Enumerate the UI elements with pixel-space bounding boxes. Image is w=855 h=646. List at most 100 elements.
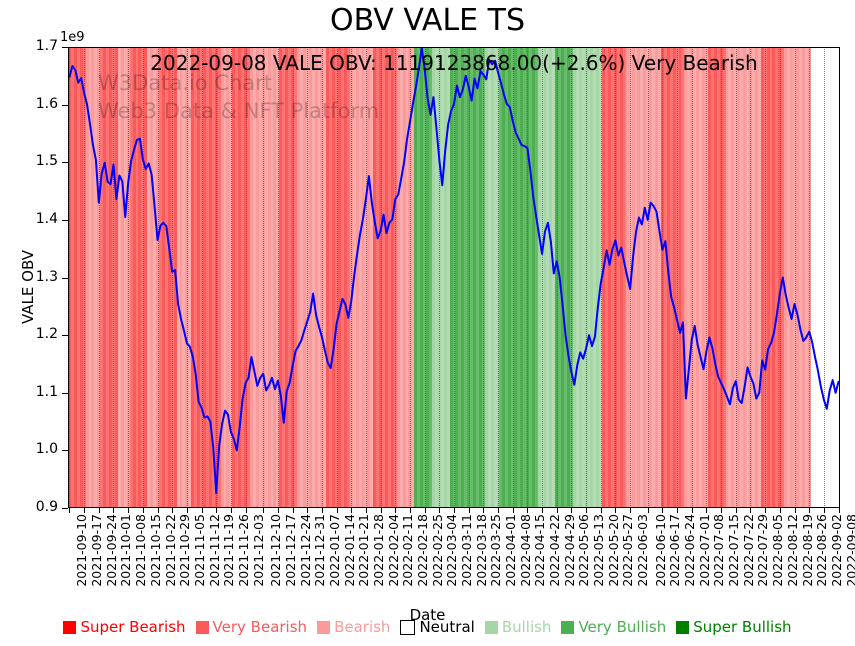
x-axis-tick-mark [615,508,617,513]
grid-line-vertical [172,47,174,508]
legend-item-super-bearish[interactable]: Super Bearish [63,620,186,635]
sentiment-band-day [440,47,444,508]
grid-line-vertical [809,47,811,508]
legend-item-bullish[interactable]: Bullish [484,620,551,635]
sentiment-band-day [141,47,145,508]
sentiment-band-day [311,47,315,508]
sentiment-band-day [757,47,761,508]
x-axis-tick-mark [201,508,203,513]
x-axis-tick-mark [307,508,309,513]
sentiment-band-bullish [572,47,603,508]
grid-line-vertical [454,47,455,508]
sentiment-band-day [810,47,814,508]
x-axis-tick-mark [84,508,86,513]
sentiment-band-day [658,47,661,508]
sentiment-band-day [417,47,421,508]
sentiment-band-day [376,47,380,508]
sentiment-band-day [493,47,497,508]
legend-item-bearish[interactable]: Bearish [317,620,390,635]
grid-line-vertical [157,47,159,508]
x-axis-tick-mark [765,508,767,513]
sentiment-band-day [804,47,808,508]
grid-line-vertical [277,47,279,508]
sentiment-band-day [299,47,303,508]
legend-item-neutral[interactable]: Neutral [400,618,475,636]
sentiment-band-bearish [396,47,415,508]
sentiment-band-bearish [296,47,327,508]
sentiment-band-day [787,47,791,508]
legend-swatch-icon [195,621,209,634]
grid-line-vertical [201,47,203,508]
grid-line-vertical [230,47,232,508]
sentiment-band-day [511,47,515,508]
x-axis-tick-mark [706,508,708,513]
sentiment-band-day [681,47,685,508]
y-axis-tick-mark [62,219,68,221]
grid-line-vertical [245,47,247,508]
sentiment-band-day [699,47,703,508]
x-axis-tick-mark [779,508,781,513]
x-axis-tick-label: 2022-02-18 [414,514,430,587]
legend-item-super-bullish[interactable]: Super Bullish [676,620,792,635]
sentiment-band-day [775,47,779,508]
grid-line-vertical [98,47,100,508]
sentiment-band-day [106,47,110,508]
y-axis-tick-mark [62,508,68,509]
x-axis-tick-mark [439,508,441,513]
sentiment-band-day [200,47,203,508]
sentiment-band-day [317,47,321,508]
sentiment-band-day [387,47,391,508]
sentiment-band-day [693,47,697,508]
sentiment-band-day [370,47,374,508]
y-axis-tick-label: 1.2 [35,326,58,343]
sentiment-band-day [446,47,450,508]
sentiment-band-day [112,47,115,508]
sentiment-band-day [76,47,80,508]
sentiment-band-day [429,47,432,508]
legend-item-very-bullish[interactable]: Very Bullish [561,620,666,635]
sentiment-band-day [687,47,691,508]
x-axis-tick-mark [454,508,455,513]
sentiment-band-day [153,47,157,508]
y-axis-tick-label: 1.6 [35,95,58,112]
x-axis-tick-label: 2022-01-14 [341,514,357,587]
grid-line-vertical [113,47,115,508]
sentiment-band-day [94,47,98,508]
x-axis-tick-mark [98,508,100,513]
x-axis-tick-label: 2021-09-24 [103,514,119,587]
legend-item-label: Neutral [419,618,475,636]
sentiment-band-day [798,47,802,508]
grid-line-vertical [794,47,796,508]
x-axis-tick-label: 2022-02-25 [429,514,445,587]
x-axis-tick-mark [128,508,130,513]
x-axis-tick-label: 2022-08-05 [770,514,786,587]
legend-item-very-bearish[interactable]: Very Bearish [195,620,307,635]
legend-swatch-icon [484,621,498,634]
grid-line-vertical [571,47,573,508]
x-axis-tick-label: 2022-09-02 [828,514,844,587]
sentiment-band-day [564,47,567,508]
x-axis-tick-label: 2022-01-28 [370,514,386,587]
sentiment-band-day [499,47,503,508]
sentiment-band-day [476,47,479,508]
x-axis-tick-label: 2021-12-03 [250,514,266,587]
sentiment-band-very_bullish [449,47,485,508]
sentiment-band-day [176,47,180,508]
sentiment-band-day [528,47,532,508]
x-axis-tick-label: 2022-05-27 [620,514,636,587]
y-axis-tick-label: 1.1 [35,383,58,400]
x-axis-tick-mark [823,508,825,513]
sentiment-band-day [522,47,526,508]
sentiment-band-day [117,47,121,508]
x-axis-tick-mark [750,508,752,513]
x-axis-tick-mark [409,508,411,513]
legend-swatch-icon [400,620,416,635]
grid-line-vertical [691,47,693,508]
x-axis-tick-mark [186,508,188,513]
sentiment-band-very_bearish [373,47,397,508]
grid-line-vertical [779,47,781,508]
sentiment-band-day [170,47,174,508]
x-axis-tick-label: 2022-07-15 [726,514,742,587]
sentiment-band-day [710,47,714,508]
legend-item-label: Very Bullish [578,618,667,636]
